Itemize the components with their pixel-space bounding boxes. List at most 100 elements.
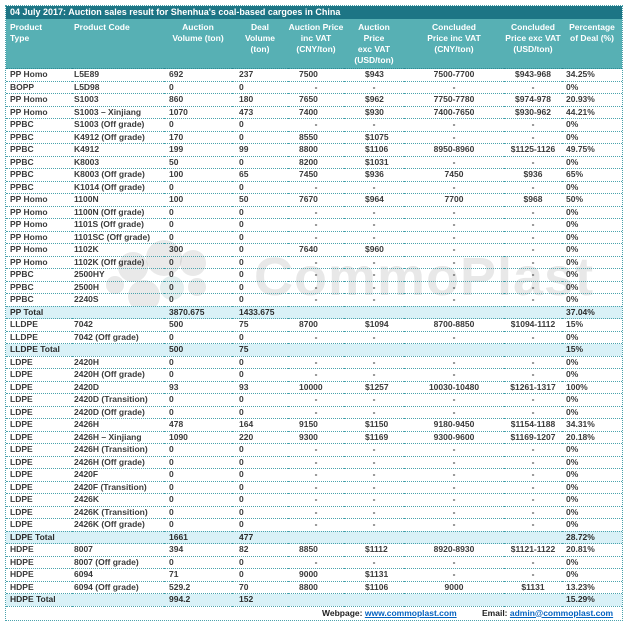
cell-product-code: 2426K (Off grade) (72, 518, 164, 532)
table-row: PPBC K1014 (Off grade) 0 0- - - -0% (6, 181, 622, 194)
cell-percentage-of-deal: 0% (562, 518, 622, 532)
cell-concluded-price-exc-vat: - (504, 468, 562, 482)
col-header-deal-volume: Deal Volume (ton) (232, 19, 288, 69)
cell-concluded-price-inc-vat: - (404, 468, 504, 482)
cell-product-code: 2500HY (72, 268, 164, 282)
cell-auction-price-exc-vat: - (344, 293, 404, 307)
cell-product-type: LDPE (6, 468, 72, 482)
table-row: LDPE 2426K (Transition) 0 0- - - -0% (6, 506, 622, 519)
cell-product-code: 1101S (Off grade) (72, 218, 164, 232)
cell-product-type: PP Homo (6, 106, 72, 119)
cell-product-type: PP Total (6, 306, 72, 319)
cell-concluded-price-inc-vat: 7400-7650 (404, 106, 504, 119)
cell-auction-price-exc-vat: $964 (344, 193, 404, 207)
cell-product-code: 2240S (72, 293, 164, 307)
cell-auction-price-exc-vat: - (344, 493, 404, 507)
cell-auction-price-inc-vat: - (288, 406, 344, 419)
cell-auction-price-inc-vat: - (288, 443, 344, 457)
cell-product-type: LDPE (6, 406, 72, 419)
cell-concluded-price-exc-vat: $1121-1122 (504, 543, 562, 557)
cell-auction-price-exc-vat: - (344, 281, 404, 294)
cell-deal-volume: 0 (232, 256, 288, 269)
cell-concluded-price-exc-vat: - (504, 243, 562, 257)
cell-auction-price-inc-vat: 7640 (288, 243, 344, 257)
col-header-concluded-price-inc-vat: Concluded Price inc VAT (CNY/ton) (404, 19, 504, 69)
cell-auction-price-inc-vat: - (288, 518, 344, 532)
cell-deal-volume: 0 (232, 268, 288, 282)
cell-concluded-price-inc-vat: 7750-7780 (404, 93, 504, 107)
cell-auction-volume: 0 (164, 81, 232, 94)
cell-auction-price-inc-vat: 8200 (288, 156, 344, 169)
webpage-link[interactable]: www.commoplast.com (364, 607, 457, 618)
table-row: LDPE 2420F (Transition) 0 0- - - -0% (6, 481, 622, 494)
cell-auction-price-exc-vat: - (344, 331, 404, 344)
cell-deal-volume: 0 (232, 131, 288, 144)
cell-auction-volume: 0 (164, 206, 232, 219)
cell-auction-price-exc-vat: - (344, 506, 404, 519)
cell-percentage-of-deal: 0% (562, 493, 622, 507)
total-row: PP Total 3870.675 1433.675 37.04% (6, 306, 622, 319)
cell-auction-price-inc-vat: - (288, 456, 344, 469)
cell-product-type: LDPE (6, 431, 72, 444)
cell-percentage-of-deal: 0% (562, 281, 622, 294)
cell-auction-price-exc-vat: - (344, 218, 404, 232)
cell-auction-price-exc-vat: $1257 (344, 381, 404, 394)
cell-auction-price-exc-vat: - (344, 518, 404, 532)
cell-auction-volume: 0 (164, 256, 232, 269)
cell-concluded-price-exc-vat: $968 (504, 193, 562, 207)
cell-auction-price-exc-vat: - (344, 231, 404, 244)
cell-auction-price-inc-vat: 9150 (288, 418, 344, 432)
cell-auction-price-exc-vat: - (344, 468, 404, 482)
cell-product-type: BOPP (6, 81, 72, 94)
cell-product-code: 2420F (72, 468, 164, 482)
cell-percentage-of-deal: 0% (562, 406, 622, 419)
cell-deal-volume: 152 (232, 593, 288, 607)
cell-percentage-of-deal: 15.29% (562, 593, 622, 607)
cell-concluded-price-exc-vat: - (504, 368, 562, 382)
cell-concluded-price-exc-vat: - (504, 218, 562, 232)
cell-auction-volume: 0 (164, 231, 232, 244)
col-header-auction-price-exc-vat: Auction Price exc VAT (USD/ton) (344, 19, 404, 69)
cell-concluded-price-inc-vat: - (404, 406, 504, 419)
cell-auction-volume: 0 (164, 356, 232, 369)
cell-product-code: 6094 (72, 568, 164, 582)
cell-auction-volume: 0 (164, 393, 232, 407)
cell-concluded-price-exc-vat (504, 593, 562, 607)
cell-deal-volume: 220 (232, 431, 288, 444)
cell-concluded-price-inc-vat: - (404, 443, 504, 457)
table-row: LLDPE 7042 (Off grade) 0 0- - - -0% (6, 331, 622, 344)
cell-concluded-price-exc-vat (504, 343, 562, 357)
cell-concluded-price-inc-vat: - (404, 481, 504, 494)
cell-auction-price-inc-vat: 8700 (288, 318, 344, 332)
cell-deal-volume: 75 (232, 343, 288, 357)
cell-percentage-of-deal: 0% (562, 156, 622, 169)
cell-auction-volume: 394 (164, 543, 232, 557)
cell-auction-price-inc-vat: 8800 (288, 143, 344, 157)
cell-concluded-price-inc-vat: - (404, 506, 504, 519)
cell-concluded-price-inc-vat: 7450 (404, 168, 504, 182)
email-link[interactable]: admin@commoplast.com (509, 607, 614, 618)
cell-deal-volume: 180 (232, 93, 288, 107)
cell-deal-volume: 0 (232, 218, 288, 232)
cell-auction-price-inc-vat: - (288, 468, 344, 482)
cell-product-code: 2420H (72, 356, 164, 369)
cell-concluded-price-exc-vat (504, 531, 562, 544)
cell-auction-price-inc-vat: - (288, 268, 344, 282)
col-header-concluded-price-exc-vat: Concluded Price exc VAT (USD/ton) (504, 19, 562, 69)
cell-concluded-price-inc-vat: 9180-9450 (404, 418, 504, 432)
cell-product-type: LLDPE (6, 331, 72, 344)
cell-product-code: L5D98 (72, 81, 164, 94)
cell-concluded-price-exc-vat: - (504, 556, 562, 569)
cell-concluded-price-exc-vat: $974-978 (504, 93, 562, 107)
cell-concluded-price-inc-vat: - (404, 268, 504, 282)
cell-product-type: PP Homo (6, 243, 72, 257)
table-row: PP Homo 1101S (Off grade) 0 0- - - -0% (6, 218, 622, 232)
cell-auction-price-exc-vat: $936 (344, 168, 404, 182)
cell-percentage-of-deal: 50% (562, 193, 622, 207)
cell-percentage-of-deal: 0% (562, 218, 622, 232)
cell-deal-volume: 65 (232, 168, 288, 182)
cell-concluded-price-exc-vat: - (504, 231, 562, 244)
table-footer: Webpage: www.commoplast.com Email: admin… (6, 607, 622, 620)
cell-product-type: PPBC (6, 293, 72, 307)
cell-auction-price-inc-vat: - (288, 231, 344, 244)
